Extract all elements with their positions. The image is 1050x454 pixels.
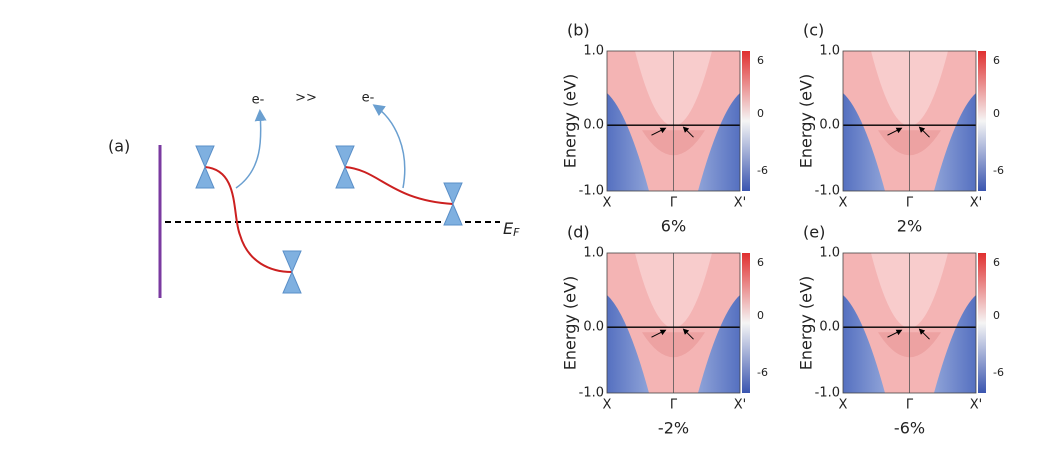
colorbar-tick-label: 6 <box>757 256 764 269</box>
electron-label: e- <box>362 91 375 106</box>
panel-label: (d) <box>567 223 590 242</box>
arrow <box>651 127 667 136</box>
bulk-right <box>934 295 976 393</box>
colorbar-tick-label: -6 <box>757 366 768 379</box>
panel-label: (e) <box>803 223 825 242</box>
y-tick-label: -1.0 <box>579 386 604 401</box>
x-tick-label: X <box>603 398 612 413</box>
plot-frame <box>842 50 977 192</box>
strain-label: -2% <box>658 419 689 438</box>
bulk-right <box>934 93 976 191</box>
band-panel: (d) 1.0 0.0 -1.0 Energy (eV) X Γ X' 6 0 -6 -2% <box>561 223 768 438</box>
x-tick-label: Γ <box>670 196 678 211</box>
colorbar-tick-label: 0 <box>757 309 764 322</box>
band-panel: (b) 1.0 0.0 -1.0 Energy (eV) X Γ X' 6 0 -6 6% <box>561 21 768 236</box>
arrow <box>918 126 930 138</box>
colorbar-tick-label: -6 <box>993 164 1004 177</box>
colorbar <box>978 253 986 393</box>
fermi-label: EF <box>503 219 520 240</box>
x-tick-label: X <box>603 196 612 211</box>
band-panel: (c) 1.0 0.0 -1.0 Energy (eV) X Γ X' 6 0 -6 2% <box>797 21 1004 236</box>
emission-arrow <box>372 104 406 189</box>
arrow <box>918 328 930 340</box>
y-axis-label: Energy (eV) <box>561 276 580 370</box>
x-tick-label: X <box>839 398 848 413</box>
dirac-cone <box>335 145 355 189</box>
strain-label: 6% <box>661 217 686 236</box>
x-tick-label: X' <box>734 398 746 413</box>
arrow <box>682 328 694 340</box>
bulk-right <box>698 295 740 393</box>
y-tick-label: 1.0 <box>583 44 604 59</box>
colorbar-tick-label: 0 <box>993 309 1000 322</box>
panel-label: (b) <box>567 21 590 40</box>
electron-label: e- <box>252 93 265 108</box>
bulk-right <box>698 93 740 191</box>
y-tick-label: -1.0 <box>815 184 840 199</box>
y-tick-label: 1.0 <box>819 246 840 261</box>
x-tick-label: X' <box>734 196 746 211</box>
cones <box>195 145 463 294</box>
band-panel: (e) 1.0 0.0 -1.0 Energy (eV) X Γ X' 6 0 -6 -6% <box>797 223 1004 438</box>
band-curve <box>344 166 454 205</box>
y-tick-label: 1.0 <box>819 44 840 59</box>
y-tick-label: 0.0 <box>583 118 604 133</box>
panel-a: (a) EF e- >> e- <box>108 91 520 298</box>
colorbar-tick-label: -6 <box>757 164 768 177</box>
dirac-cone <box>282 250 302 294</box>
colorbar-tick-label: 6 <box>993 256 1000 269</box>
x-tick-label: Γ <box>906 196 914 211</box>
colorbar-tick-label: -6 <box>993 366 1004 379</box>
arrow <box>887 127 903 136</box>
x-tick-label: Γ <box>906 398 914 413</box>
y-axis-label: Energy (eV) <box>797 74 816 168</box>
y-tick-label: 0.0 <box>819 118 840 133</box>
plot-frame <box>606 50 741 192</box>
panel-label: (a) <box>108 137 130 156</box>
colorbar <box>742 51 750 191</box>
plot-frame <box>606 252 741 394</box>
y-tick-label: -1.0 <box>815 386 840 401</box>
y-tick-label: 0.0 <box>583 320 604 335</box>
x-tick-label: X' <box>970 398 982 413</box>
y-tick-label: 1.0 <box>583 246 604 261</box>
y-axis-label: Energy (eV) <box>561 74 580 168</box>
comparison: >> <box>295 91 317 106</box>
colorbar-tick-label: 6 <box>757 54 764 67</box>
colorbar <box>742 253 750 393</box>
colorbar-tick-label: 0 <box>993 107 1000 120</box>
colorbar <box>978 51 986 191</box>
bulk-left <box>843 295 885 393</box>
strain-label: 2% <box>897 217 922 236</box>
dirac-cone <box>443 182 463 226</box>
x-tick-label: Γ <box>670 398 678 413</box>
dirac-cone <box>195 145 215 189</box>
arrow <box>682 126 694 138</box>
band-panels: (b) 1.0 0.0 -1.0 Energy (eV) X Γ X' 6 0 -6 6% (c) 1.0… <box>561 21 1004 438</box>
fermi-sub: F <box>513 226 520 239</box>
fermi-e: E <box>503 219 514 238</box>
emission-arrow <box>235 109 267 189</box>
panel-label: (c) <box>803 21 824 40</box>
band-curve <box>204 166 293 273</box>
y-axis-label: Energy (eV) <box>797 276 816 370</box>
x-tick-label: X <box>839 196 848 211</box>
x-tick-label: X' <box>970 196 982 211</box>
colorbar-tick-label: 0 <box>757 107 764 120</box>
strain-label: -6% <box>894 419 925 438</box>
y-tick-label: -1.0 <box>579 184 604 199</box>
arrow <box>651 329 667 338</box>
bulk-left <box>607 93 649 191</box>
colorbar-tick-label: 6 <box>993 54 1000 67</box>
arrow <box>887 329 903 338</box>
bulk-left <box>607 295 649 393</box>
y-tick-label: 0.0 <box>819 320 840 335</box>
bulk-left <box>843 93 885 191</box>
plot-frame <box>842 252 977 394</box>
